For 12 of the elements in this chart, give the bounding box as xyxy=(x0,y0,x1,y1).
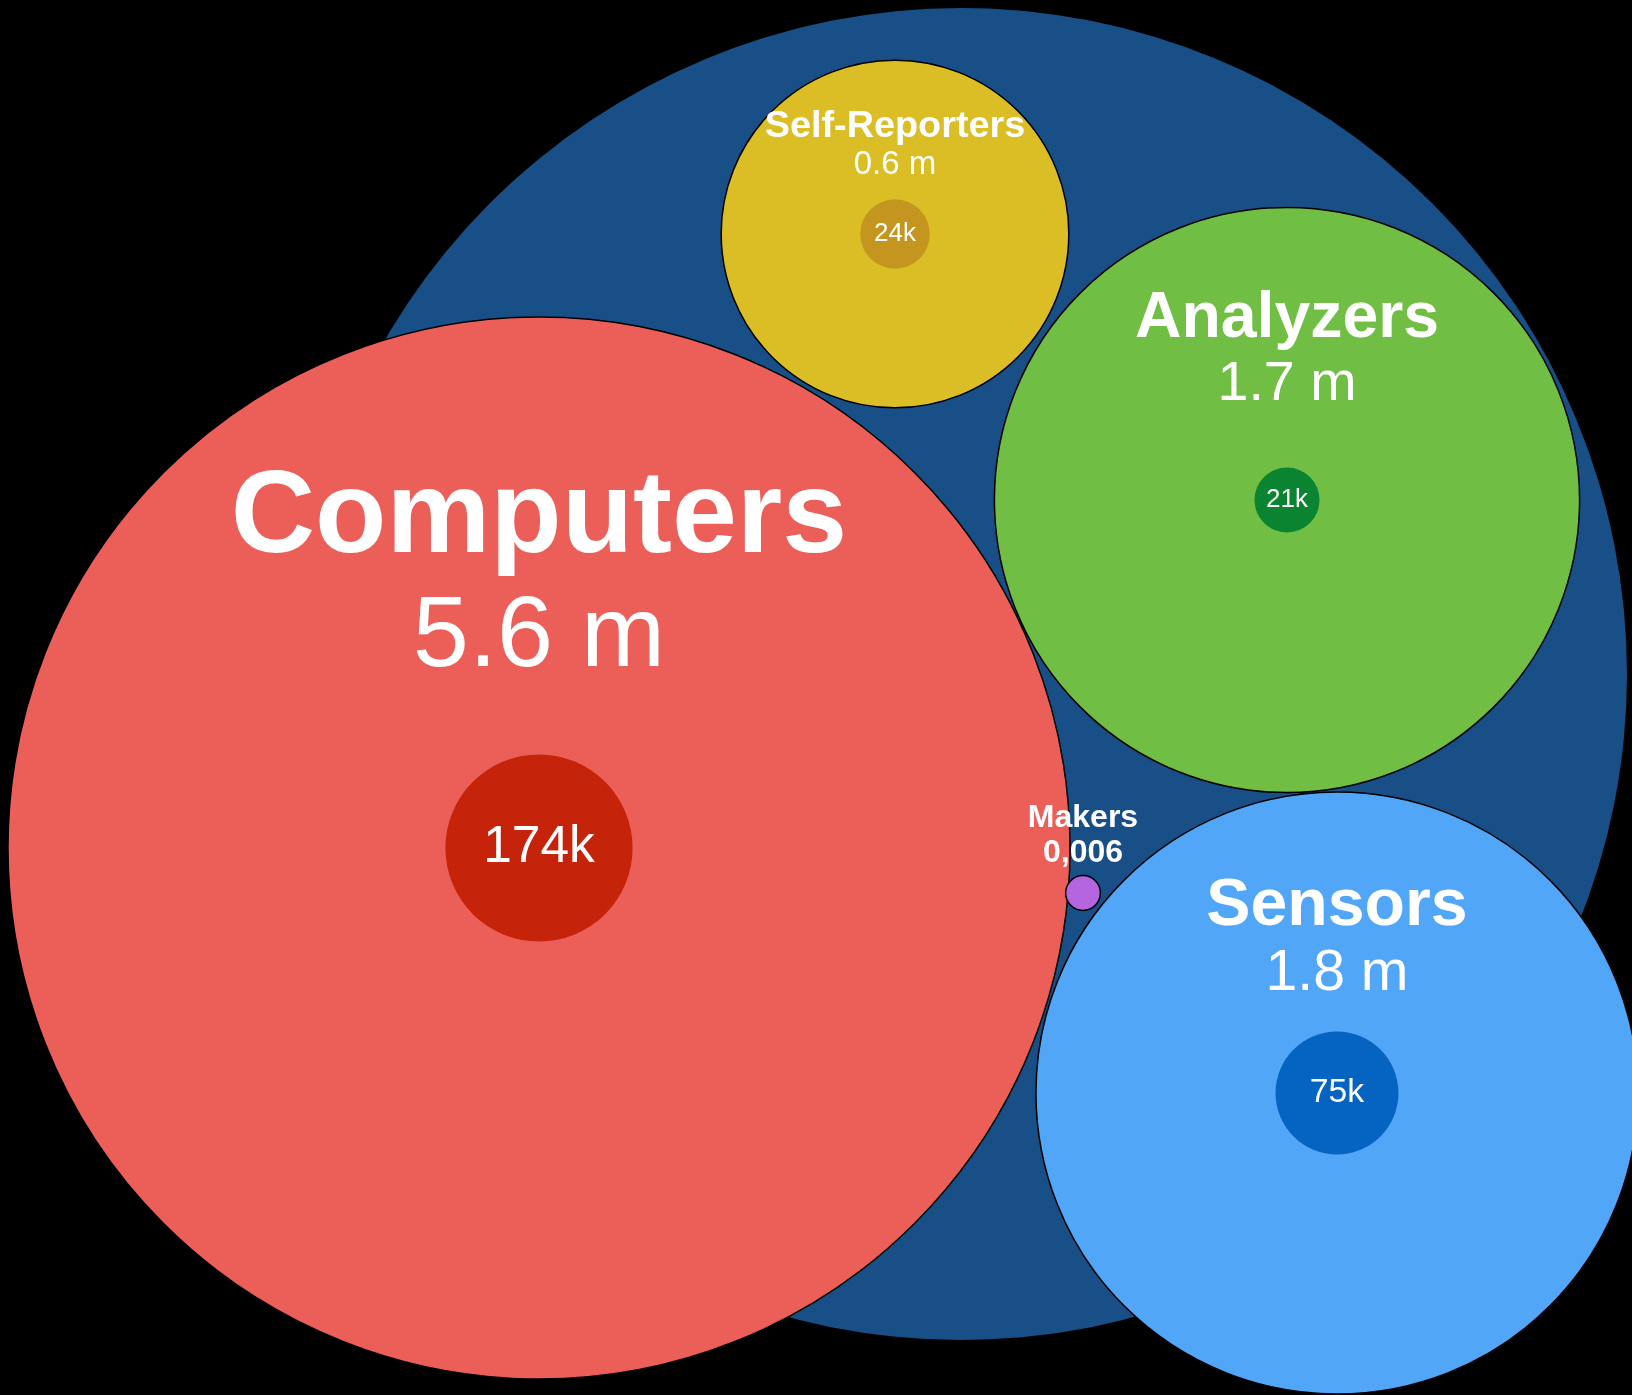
category-label: Sensors xyxy=(1206,864,1468,939)
data-label: 174k xyxy=(483,815,596,874)
data-label: 24k xyxy=(874,217,917,248)
data-label: 1.7 m xyxy=(1217,349,1357,412)
data-label: 5.6 m xyxy=(412,575,666,688)
category-label: Self-Reporters xyxy=(764,103,1026,146)
category-label: Computers xyxy=(230,445,848,577)
data-label: 75k xyxy=(1309,1071,1365,1110)
data-label: 0.6 m xyxy=(853,144,937,182)
data-label: 21k xyxy=(1266,483,1309,514)
data-label: 1.8 m xyxy=(1265,937,1409,1002)
category-label: Analyzers xyxy=(1134,278,1440,351)
